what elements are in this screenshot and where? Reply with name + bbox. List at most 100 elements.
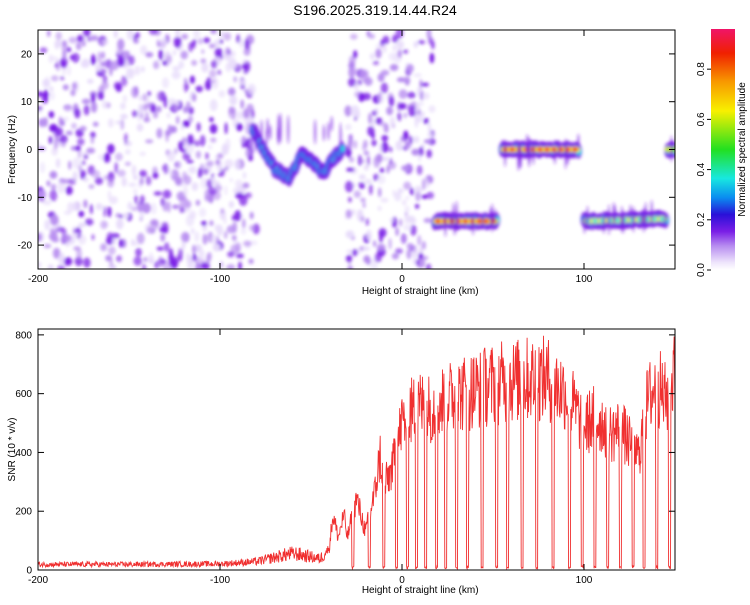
noise-blob bbox=[247, 83, 256, 95]
noise-blob bbox=[81, 151, 90, 156]
spectrogram-ytick-label: -10 bbox=[18, 193, 33, 204]
noise-blob bbox=[428, 105, 436, 113]
track-streak bbox=[670, 135, 673, 163]
noise-blob bbox=[40, 190, 47, 199]
track-streak bbox=[642, 206, 645, 233]
noise-blob bbox=[138, 95, 143, 101]
noise-blob bbox=[83, 199, 88, 209]
noise-blob bbox=[379, 167, 385, 173]
track-streak bbox=[254, 127, 258, 153]
noise-blob bbox=[83, 257, 91, 268]
noise-blob bbox=[211, 177, 216, 184]
noise-blob bbox=[368, 183, 373, 196]
noise-blob bbox=[202, 233, 208, 245]
noise-blob bbox=[156, 39, 160, 47]
noise-blob bbox=[68, 36, 78, 44]
noise-blob bbox=[135, 247, 142, 257]
noise-blob bbox=[427, 132, 433, 138]
noise-blob bbox=[395, 248, 403, 254]
noise-blob bbox=[58, 137, 65, 143]
noise-blob bbox=[194, 264, 202, 269]
noise-blob bbox=[410, 224, 417, 236]
noise-blob bbox=[210, 60, 218, 69]
noise-blob bbox=[417, 40, 426, 45]
noise-blob bbox=[418, 253, 424, 260]
noise-blob bbox=[348, 55, 356, 66]
noise-blob bbox=[250, 108, 255, 120]
noise-blob bbox=[195, 150, 202, 159]
spectrogram-xaxis-label: Height of straight line (km) bbox=[362, 286, 479, 297]
noise-blob bbox=[347, 265, 353, 269]
track-streak bbox=[557, 140, 561, 157]
noise-blob bbox=[413, 41, 419, 48]
noise-blob bbox=[73, 228, 80, 234]
noise-blob bbox=[249, 224, 255, 231]
noise-blob bbox=[358, 92, 365, 103]
noise-blob bbox=[90, 92, 96, 104]
noise-blob bbox=[382, 156, 389, 162]
snr-xtick-label: 100 bbox=[576, 575, 593, 586]
noise-blob bbox=[406, 63, 414, 73]
noise-blob bbox=[363, 164, 369, 171]
noise-blob bbox=[154, 261, 160, 269]
colorbar-tick-label: 0.0 bbox=[696, 263, 707, 277]
noise-blob bbox=[172, 66, 181, 71]
noise-blob bbox=[75, 42, 82, 51]
spectral-feature-5 bbox=[580, 199, 670, 236]
noise-blob bbox=[223, 32, 232, 41]
noise-blob bbox=[51, 225, 59, 231]
noise-blob bbox=[371, 110, 377, 117]
noise-blob bbox=[49, 170, 58, 179]
noise-blob bbox=[355, 110, 361, 119]
noise-blob bbox=[197, 256, 204, 264]
noise-blob bbox=[163, 96, 168, 108]
noise-blob bbox=[38, 142, 42, 147]
noise-blob bbox=[358, 174, 366, 180]
noise-blob bbox=[396, 77, 406, 83]
noise-blob bbox=[38, 232, 42, 242]
colorbar-tick-label: 0.2 bbox=[696, 212, 707, 226]
noise-blob bbox=[224, 122, 228, 135]
noise-blob bbox=[107, 190, 112, 200]
track-streak bbox=[644, 201, 648, 231]
noise-blob bbox=[426, 149, 433, 158]
noise-blob bbox=[191, 182, 199, 191]
noise-blob bbox=[190, 227, 195, 235]
noise-blob bbox=[167, 150, 176, 162]
colorbar-tick-label: 0.6 bbox=[696, 112, 707, 126]
noise-blob bbox=[58, 116, 63, 127]
noise-blob bbox=[92, 121, 99, 127]
noise-blob bbox=[360, 197, 366, 203]
track-peak bbox=[476, 219, 483, 224]
noise-blob bbox=[420, 111, 425, 117]
noise-blob bbox=[63, 257, 73, 266]
noise-blob bbox=[49, 123, 58, 133]
noise-blob bbox=[377, 92, 385, 104]
noise-blob bbox=[183, 81, 189, 93]
noise-blob bbox=[382, 35, 390, 45]
noise-blob bbox=[116, 218, 124, 230]
noise-blob bbox=[60, 56, 68, 69]
noise-blob bbox=[38, 146, 46, 152]
noise-blob bbox=[236, 123, 243, 132]
noise-blob bbox=[388, 237, 392, 250]
noise-blob bbox=[232, 221, 238, 234]
spectrogram-xtick-label: 100 bbox=[576, 274, 593, 285]
noise-blob bbox=[81, 160, 86, 166]
noise-blob bbox=[150, 104, 157, 113]
noise-blob bbox=[421, 178, 426, 191]
track-peak bbox=[592, 218, 599, 223]
noise-blob bbox=[114, 162, 118, 174]
noise-blob bbox=[172, 127, 177, 133]
track-streak bbox=[503, 139, 507, 168]
noise-blob bbox=[110, 60, 119, 71]
noise-blob bbox=[397, 102, 407, 110]
noise-blob bbox=[403, 224, 412, 231]
noise-blob bbox=[94, 177, 104, 185]
noise-blob bbox=[392, 44, 398, 52]
noise-blob bbox=[100, 51, 106, 59]
noise-blob bbox=[118, 239, 124, 248]
noise-blob bbox=[372, 60, 380, 66]
noise-blob bbox=[174, 176, 183, 186]
